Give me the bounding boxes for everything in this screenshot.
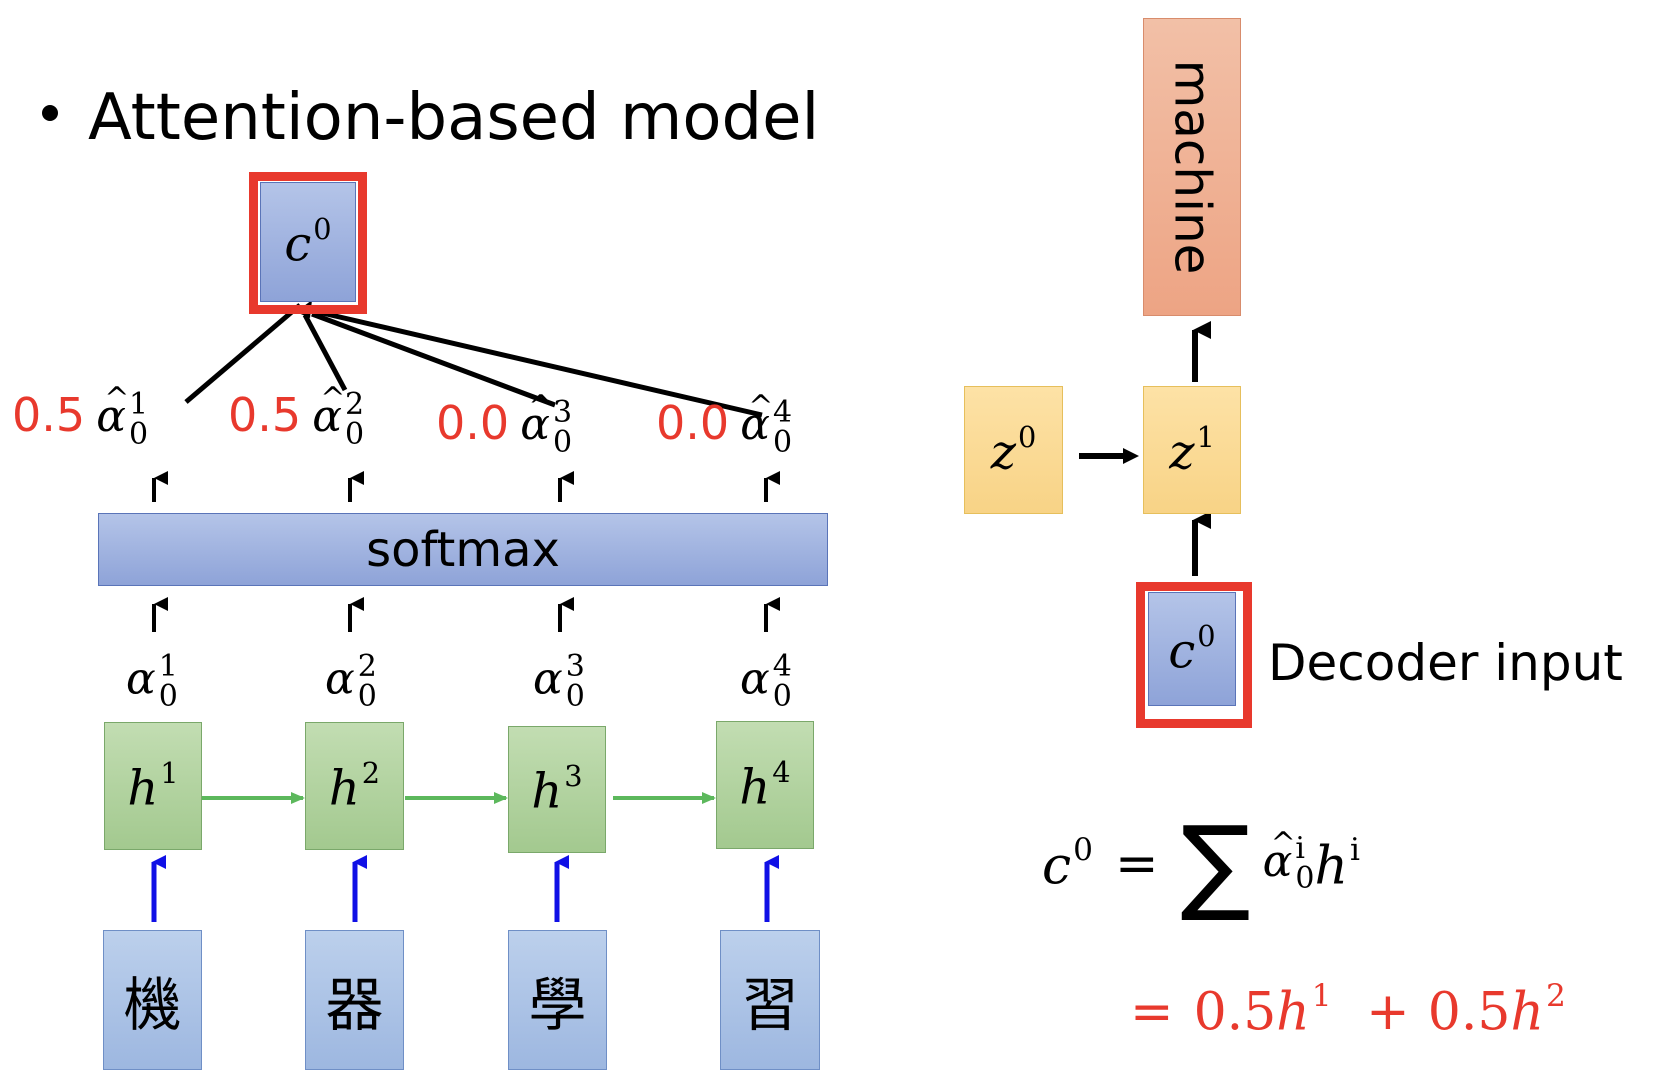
input-token-1: 機 <box>103 930 202 1070</box>
hidden-state-3: h3 <box>508 726 606 853</box>
decoder-state-z1: z1 <box>1143 386 1241 514</box>
hat-weight-1: 0.5 α10 <box>12 377 148 450</box>
input-token-2: 器 <box>305 930 404 1070</box>
decoder-input-highlight <box>1136 582 1252 728</box>
input-arrows <box>151 855 779 922</box>
equation-line-1: c0 = ∑ αi0 hi <box>1042 812 1360 916</box>
input-token-4: 習 <box>720 930 820 1070</box>
input-token-3: 學 <box>508 930 607 1070</box>
equation-lhs: c0 <box>1042 831 1093 897</box>
hat-alpha-2: α <box>312 377 345 439</box>
decoder-output-box: machine <box>1143 18 1241 316</box>
equation-line-2: = 0.5h1 +0.5h2 <box>1130 978 1566 1043</box>
hat-alpha-1: α <box>96 377 129 439</box>
hidden-state-1: h1 <box>104 722 202 850</box>
softmax-out-arrows <box>152 471 780 502</box>
softmax-bar: softmax <box>98 513 828 586</box>
hat-weight-4: 0.0 α40 <box>656 385 792 458</box>
attention-line-1 <box>184 303 302 404</box>
bullet-dot-icon <box>42 105 58 122</box>
attention-line-4 <box>317 309 763 418</box>
sum-symbol: ∑ <box>1180 803 1251 925</box>
hat-alpha-3: α <box>520 385 553 447</box>
context-vector-box: c0 <box>260 182 356 302</box>
attention-line-3 <box>311 311 556 408</box>
decoder-arrows <box>1079 321 1211 576</box>
hat-weight-3: 0.0 α30 <box>436 385 572 458</box>
slide-heading: Attention-based model <box>42 78 819 158</box>
hidden-state-2: h2 <box>305 722 404 850</box>
hat-alpha-4: α <box>740 385 773 447</box>
hat-weight-2: 0.5 α20 <box>228 377 364 450</box>
decoder-state-z0: z0 <box>964 386 1063 514</box>
softmax-in-arrows <box>152 597 780 632</box>
decoder-input-box: c0 <box>1148 592 1236 706</box>
hidden-state-4: h4 <box>716 721 814 849</box>
context-vector-highlight <box>249 172 367 314</box>
decoder-input-label: Decoder input <box>1268 634 1623 692</box>
